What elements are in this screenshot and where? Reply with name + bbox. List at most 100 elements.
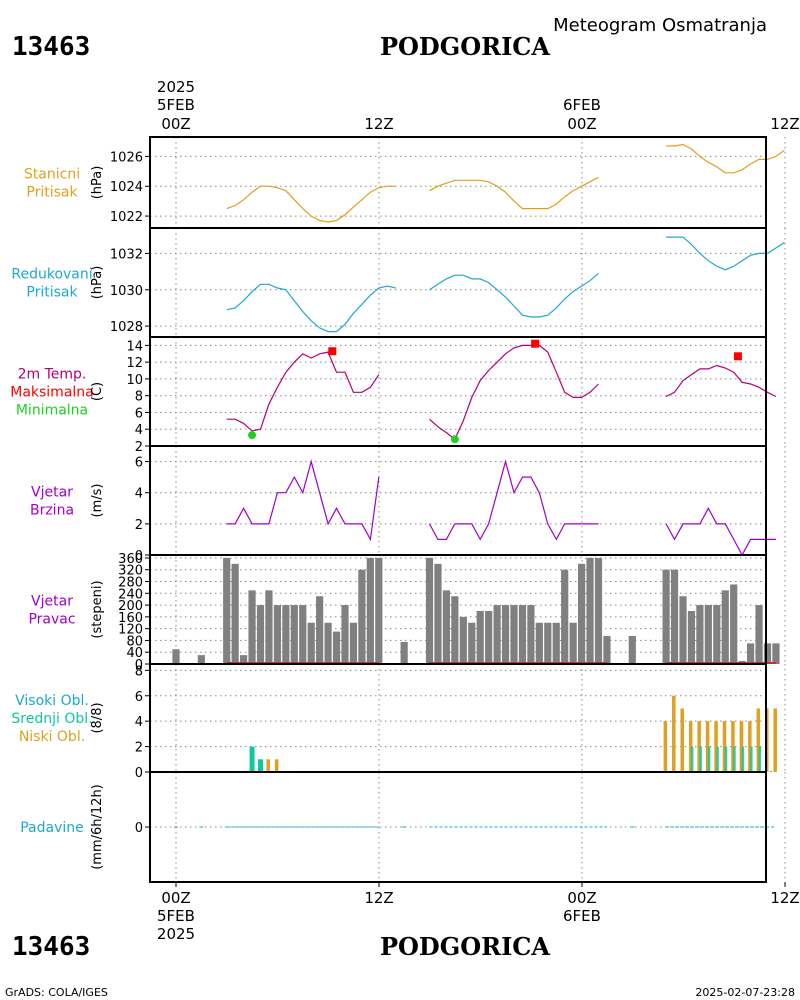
- cloud-mid-bar: [716, 746, 719, 772]
- time-label: 12Z: [770, 889, 799, 907]
- wind-dir-bar: [324, 622, 332, 664]
- station_pressure-y-tick-label: 1026: [110, 150, 143, 165]
- wind-dir-bar: [493, 605, 501, 664]
- wind-dir-bar: [696, 605, 704, 664]
- wind-dir-bar: [282, 605, 290, 664]
- cloud-low-bar: [714, 721, 718, 772]
- clouds-label-2: Srednji Obl.: [11, 711, 92, 727]
- wind_speed-y-tick-label: 4: [135, 487, 143, 502]
- wind-dir-bar: [730, 584, 738, 664]
- station_pressure-label-1: Stanicni: [24, 167, 80, 183]
- temperature-line: [429, 344, 599, 441]
- wind-dir-bar: [442, 590, 450, 664]
- wind-dir-bar: [316, 596, 324, 664]
- wind-dir-bar: [349, 622, 358, 664]
- cloud-mid-bar: [258, 759, 263, 772]
- wind_speed-panel: 0 2 4 6: [135, 456, 776, 564]
- station-id-top: 13463: [12, 32, 90, 62]
- cloud-mid-bar: [249, 746, 255, 772]
- date-label: 6FEB: [563, 907, 601, 925]
- station_pressure-y-tick-label: 1022: [110, 210, 143, 225]
- wind-dir-bar: [248, 590, 256, 664]
- station_pressure-unit-label: (hPa): [90, 166, 105, 200]
- wind-dir-bar: [713, 605, 721, 664]
- clouds-label-1: Visoki Obl.: [15, 693, 89, 709]
- station_pressure-label-2: Pritisak: [26, 185, 78, 201]
- clouds-unit-label: (8/8): [90, 702, 105, 733]
- wind-dir-bar: [256, 605, 265, 664]
- wind-dir-bar: [510, 605, 518, 664]
- station_pressure-line: [226, 185, 396, 223]
- wind-dir-bar: [586, 557, 594, 664]
- wind_speed-line: [428, 459, 599, 541]
- reduced_pressure-label-1: Redukovani: [11, 267, 92, 283]
- time-axis-bottom: 00Z5FEB202512Z00Z6FEB12Z00Z7FEB12Z: [157, 882, 800, 943]
- wind-dir-bar: [290, 605, 298, 664]
- temperature-line: [226, 351, 380, 432]
- temperature-label-1: 2m Temp.: [18, 367, 87, 383]
- reduced_pressure-line: [226, 283, 396, 333]
- footer-timestamp: 2025-02-07-23:28: [695, 986, 795, 999]
- wind-dir-bar: [265, 590, 273, 664]
- wind-dir-bar: [299, 605, 307, 664]
- wind-dir-bar: [501, 605, 510, 664]
- wind-dir-bar: [400, 641, 408, 664]
- cloud-mid-bar: [733, 746, 736, 772]
- wind_dir-unit-label: (stepeni): [90, 580, 105, 638]
- wind-dir-bar: [578, 563, 586, 664]
- reduced_pressure-panel: 1028 1030 1032: [110, 236, 785, 335]
- chart-title: Meteogram Osmatranja: [553, 15, 767, 36]
- time-label: 12Z: [364, 115, 393, 133]
- city-name-top: PODGORICA: [380, 32, 550, 61]
- wind_dir-y-tick-label: 0: [135, 658, 143, 673]
- city-name-bottom: PODGORICA: [380, 932, 550, 961]
- time-label: 00Z: [567, 115, 596, 133]
- time-label: 00Z: [161, 889, 190, 907]
- wind-dir-bar: [425, 557, 434, 664]
- station_pressure-line: [429, 176, 599, 210]
- cloud-mid-bar: [741, 746, 745, 772]
- wind-dir-bar: [552, 622, 560, 664]
- reduced_pressure-line: [666, 236, 785, 271]
- wind_dir-y-tick-label: 80: [126, 634, 143, 649]
- cloud-mid-bar: [724, 746, 728, 772]
- cloud-mid-bar: [758, 746, 762, 772]
- clouds-panel: 0 2 4 6 8: [135, 664, 777, 781]
- wind_speed-unit-label: (m/s): [90, 484, 105, 518]
- time-label: 00Z: [567, 889, 596, 907]
- reduced_pressure-y-tick-label: 1032: [110, 247, 143, 262]
- temperature-unit-label: (C): [90, 382, 105, 401]
- wind_dir-label-1: Vjetar: [31, 594, 73, 610]
- temperature-y-tick-label: 6: [135, 406, 143, 421]
- wind-dir-bar: [341, 605, 349, 664]
- temperature-y-tick-label: 2: [135, 440, 143, 455]
- reduced_pressure-line: [429, 272, 599, 318]
- wind_dir-y-tick-label: 200: [118, 599, 143, 614]
- wind-dir-bar: [332, 631, 341, 664]
- cloud-low-bar: [773, 708, 777, 772]
- cloud-low-bar: [688, 721, 693, 772]
- precip-y-tick-label: 0: [135, 821, 143, 836]
- precip-frame: [149, 771, 767, 883]
- wind-dir-bar: [518, 605, 527, 664]
- wind_dir-y-tick-label: 40: [126, 646, 143, 661]
- station_pressure-y-tick-label: 1024: [110, 180, 143, 195]
- station-id-bottom: 13463: [12, 932, 90, 962]
- cloud-low-bar: [266, 759, 270, 772]
- cloud-low-bar: [274, 759, 279, 772]
- reduced_pressure-unit-label: (hPa): [90, 266, 105, 300]
- clouds-y-tick-label: 6: [135, 690, 143, 705]
- cloud-mid-bar: [690, 746, 694, 772]
- wind_speed-y-tick-label: 6: [135, 456, 143, 471]
- wind-dir-bar: [527, 605, 535, 664]
- panel-frames: [149, 136, 767, 883]
- temperature-y-tick-label: 12: [126, 356, 143, 371]
- temperature-y-tick-label: 4: [135, 423, 143, 438]
- wind-dir-bar: [594, 557, 603, 664]
- wind_speed-y-tick-label: 0: [135, 549, 143, 564]
- wind-dir-bar: [544, 622, 552, 664]
- grid-lines: [150, 137, 786, 882]
- clouds-y-tick-label: 2: [135, 741, 143, 756]
